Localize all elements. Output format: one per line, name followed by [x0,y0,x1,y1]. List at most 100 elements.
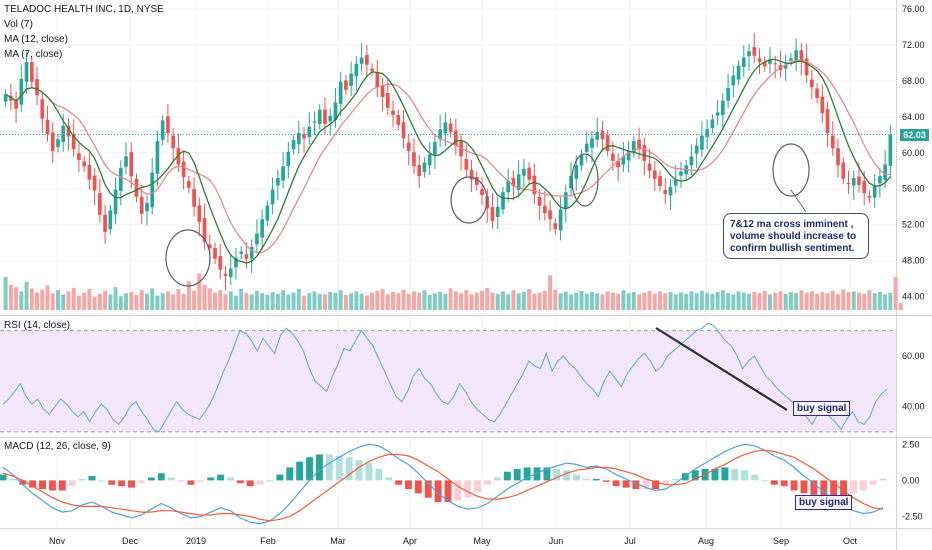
macd-histogram-bar [434,480,442,503]
volume-bar [118,296,123,310]
volume-bar [317,293,322,310]
volume-bar [799,290,804,310]
indicator-label-vol: Vol (7) [4,19,33,30]
candle-body [239,251,244,254]
candle-body [187,181,191,188]
volume-bar [726,293,731,310]
signal-line [2,449,884,522]
macd-histogram-bar [859,480,867,491]
volume-bar [490,292,495,310]
volume-bar [652,293,657,310]
candle-body [155,141,160,174]
candle-body [385,93,390,108]
volume-bar [97,293,102,310]
candle-body [548,210,552,220]
volume-bar [658,291,663,310]
candle-body [789,58,793,61]
volume-bar [647,290,652,310]
volume-bar [160,293,165,310]
macd-histogram-bar [879,478,887,481]
candle-body [338,81,343,104]
volume-bar [516,293,521,310]
candle-body [836,148,840,166]
candle-body [579,154,584,166]
macd-histogram-bar [256,480,264,485]
candle-body [543,205,547,213]
volume-bar [684,293,689,310]
volume-bar [244,292,249,310]
volume-bar [29,288,34,310]
macd-histogram-bar [246,480,254,487]
candle-body [19,79,24,105]
volume-bar [741,292,746,310]
volume-bar [186,281,191,310]
macd-histogram-bar [276,474,284,481]
volume-bar [302,295,307,310]
candle-body [590,138,594,148]
volume-bar [548,275,553,310]
candle-body [61,125,66,142]
candle-body [888,134,893,166]
volume-bar [134,295,139,310]
macd-histogram-bar [167,477,175,481]
volume-bar [804,292,809,310]
volume-bar [637,294,642,310]
volume-bar [92,296,97,310]
candle-body [124,156,128,167]
candle-body [626,150,631,161]
candle-body [815,88,819,98]
macd-histogram-bar [414,480,422,494]
macd-histogram-bar [760,480,768,482]
volume-bar [150,288,155,310]
volume-bar [574,292,579,310]
candle-body [103,214,107,232]
macd-histogram-bar [226,477,234,481]
x-axis-tick-label: Feb [260,536,276,546]
candle-body [527,167,531,180]
macd-histogram-bar [731,468,739,481]
candle-body [349,73,353,86]
macd-histogram-bar [840,480,848,497]
volume-bar [453,291,458,310]
candle-body [679,171,683,176]
rsi-band [0,330,896,432]
ma7-line [5,58,891,264]
candle-body [783,64,788,69]
volume-bar [254,290,259,310]
macd-line [2,443,884,525]
candle-body [878,176,882,184]
price-tick-label: 60.00 [902,148,925,158]
candle-body [668,186,673,196]
volume-bar [19,291,24,310]
macd-histogram-bar [810,480,818,495]
macd-histogram-bar [137,480,145,484]
volume-bar [24,281,29,310]
volume-bar [113,287,118,310]
candle-body [825,109,830,133]
macd-histogram-bar [582,478,590,481]
volume-bar [349,293,354,310]
candle-body [474,177,479,186]
volume-bar [720,290,725,310]
volume-bar [35,292,40,310]
candle-body [454,130,458,146]
volume-bar [207,288,212,310]
candle-body [537,196,542,206]
candle-body [265,205,270,221]
candle-body [406,142,411,151]
volume-bar [888,292,893,310]
macd-histogram-bar [177,480,185,482]
macd-buy-signal: buy signal [795,495,853,510]
candle-body [3,94,8,102]
price-tick-label: 76.00 [902,4,925,14]
macd-histogram-bar [820,480,828,497]
candle-body [370,68,374,71]
ma12-line [5,59,891,254]
volume-bar [736,291,741,310]
candle-body [150,172,155,208]
volume-bar [338,290,343,310]
candle-body [270,189,275,205]
candle-body [673,179,678,186]
macd-histogram-bar [770,480,778,485]
